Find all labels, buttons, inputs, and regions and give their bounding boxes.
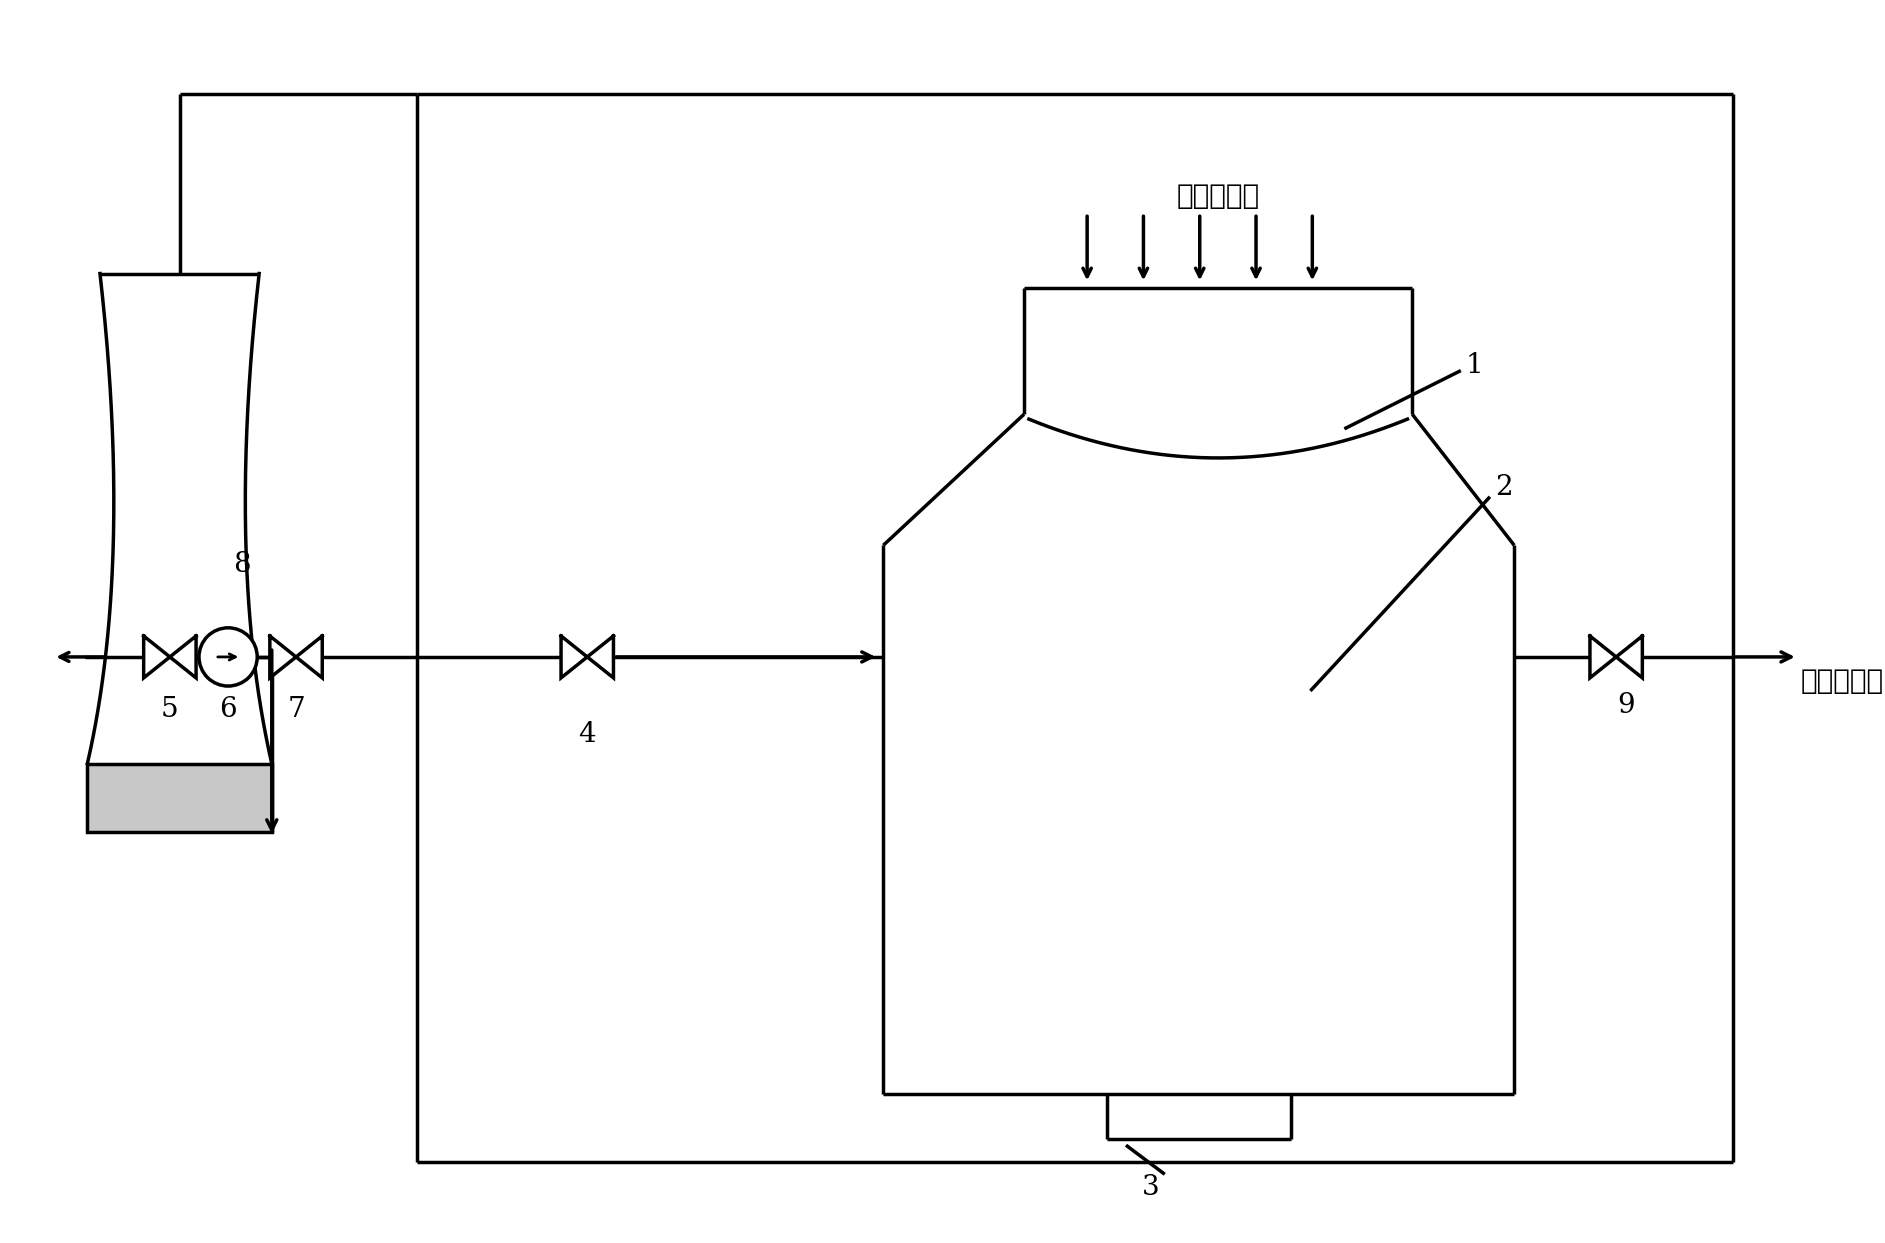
Bar	[87, 763, 271, 832]
Circle shape	[200, 628, 256, 686]
Text: 汽轮机排汽: 汽轮机排汽	[1176, 183, 1259, 210]
Text: 4: 4	[579, 721, 596, 748]
Text: 5: 5	[160, 696, 179, 723]
Polygon shape	[143, 636, 170, 677]
Text: 7: 7	[287, 696, 305, 723]
Polygon shape	[1589, 636, 1615, 677]
Polygon shape	[296, 636, 322, 677]
Text: 8: 8	[234, 551, 251, 578]
Text: 3: 3	[1142, 1175, 1159, 1202]
Text: 2: 2	[1495, 474, 1512, 501]
Polygon shape	[270, 636, 296, 677]
Polygon shape	[1615, 636, 1642, 677]
Text: 6: 6	[219, 696, 238, 723]
Text: 9: 9	[1617, 692, 1634, 720]
Polygon shape	[562, 636, 588, 677]
Polygon shape	[170, 636, 196, 677]
Polygon shape	[588, 636, 613, 677]
Text: 去回热系统: 去回热系统	[1800, 667, 1883, 695]
Text: 1: 1	[1467, 352, 1483, 379]
